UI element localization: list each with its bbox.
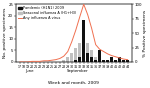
Bar [102, 60, 105, 62]
Bar [114, 60, 117, 62]
Bar [126, 60, 129, 62]
Bar [94, 57, 97, 62]
Bar [118, 57, 121, 62]
Bar [106, 60, 109, 62]
Bar [102, 60, 105, 62]
Bar [70, 53, 73, 62]
Bar [74, 48, 77, 62]
Bar [82, 30, 85, 62]
Legend: Pandemic (H1N1) 2009, Seasonal influenza A (H1+H3), Any influenza A virus: Pandemic (H1N1) 2009, Seasonal influenza… [18, 6, 76, 20]
Y-axis label: % Positive specimens: % Positive specimens [143, 10, 147, 57]
X-axis label: Week and month, 2009: Week and month, 2009 [48, 81, 99, 85]
Bar [74, 60, 77, 62]
Bar [98, 60, 101, 62]
Bar [98, 50, 101, 62]
Bar [94, 60, 97, 62]
Bar [86, 53, 89, 62]
Bar [122, 60, 125, 62]
Bar [90, 50, 93, 62]
Bar [78, 43, 81, 62]
Bar [110, 57, 113, 62]
Bar [66, 57, 69, 62]
Bar [78, 57, 81, 62]
Bar [62, 60, 65, 62]
Bar [82, 20, 85, 62]
Y-axis label: No. positive specimens: No. positive specimens [3, 8, 7, 58]
Bar [90, 57, 93, 62]
Bar [86, 43, 89, 62]
